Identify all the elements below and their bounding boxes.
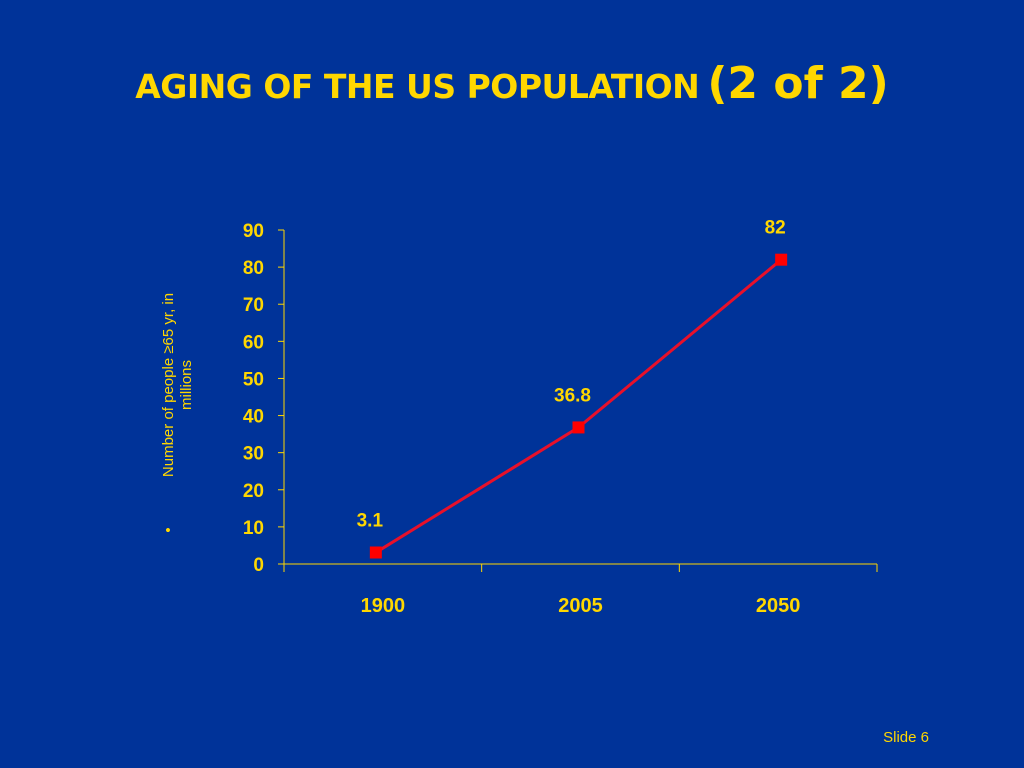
data-label: 36.8 <box>554 385 591 406</box>
data-label: 82 <box>765 218 786 239</box>
x-tick-label: 2050 <box>756 595 801 617</box>
chart-axes: 0 10 20 30 40 50 60 70 80 90 1900 2005 2050 <box>243 221 878 617</box>
y-tick-label: 10 <box>243 518 264 539</box>
title-suffix: (2 of 2) <box>707 58 889 109</box>
chart-plot: 3.1 36.8 82 <box>357 218 788 559</box>
y-tick-label: 90 <box>243 221 264 242</box>
y-tick-label: 20 <box>243 481 264 502</box>
data-point-marker <box>775 253 788 266</box>
y-tick-label: 60 <box>243 332 264 353</box>
y-tick-label: 70 <box>243 295 264 316</box>
y-tick-label: 0 <box>253 555 264 576</box>
x-tick-label: 2005 <box>558 595 603 617</box>
data-point-marker <box>369 546 382 559</box>
y-tick-label: 30 <box>243 444 264 465</box>
y-axis-label-bullet: • <box>160 527 177 532</box>
data-label: 3.1 <box>357 510 384 531</box>
y-tick-label: 40 <box>243 407 264 428</box>
y-tick-label: 80 <box>243 258 264 279</box>
slide-number: Slide 6 <box>883 729 929 746</box>
y-axis-label-line1: Number of people ≥65 yr, in <box>160 293 177 477</box>
y-axis-label: • Number of people ≥65 yr, in millions <box>160 293 195 533</box>
data-point-marker <box>572 421 585 434</box>
slide-title: AGING OF THE US POPULATION (2 of 2) <box>0 58 1024 109</box>
y-tick-label: 50 <box>243 369 264 390</box>
title-main: AGING OF THE US POPULATION <box>135 67 700 106</box>
y-axis-label-line2: millions <box>178 360 195 410</box>
x-tick-label: 1900 <box>361 595 406 617</box>
